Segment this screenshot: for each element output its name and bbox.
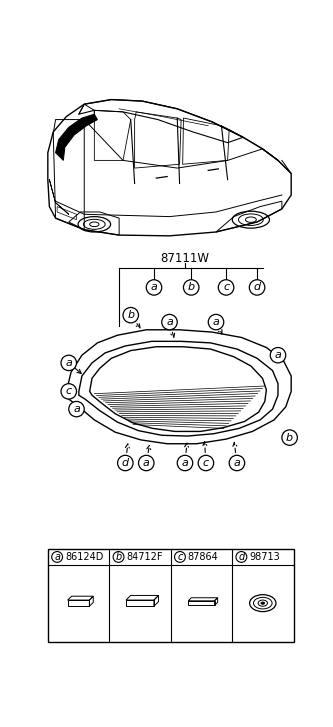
Circle shape — [69, 401, 84, 417]
Circle shape — [146, 280, 162, 295]
Circle shape — [177, 455, 193, 470]
Text: a: a — [73, 404, 80, 414]
Circle shape — [236, 552, 247, 562]
Circle shape — [270, 348, 286, 363]
Text: d: d — [122, 458, 129, 468]
Text: a: a — [212, 317, 219, 327]
Circle shape — [249, 280, 265, 295]
Circle shape — [208, 314, 224, 330]
Text: c: c — [66, 386, 72, 396]
Circle shape — [183, 280, 199, 295]
Ellipse shape — [261, 602, 265, 604]
Circle shape — [123, 308, 139, 323]
Text: a: a — [54, 552, 60, 562]
Text: a: a — [275, 350, 281, 360]
Text: 87864: 87864 — [188, 552, 218, 562]
Text: c: c — [203, 458, 209, 468]
Text: a: a — [181, 458, 188, 468]
Text: a: a — [65, 358, 72, 368]
Text: 84712F: 84712F — [126, 552, 163, 562]
Text: b: b — [127, 310, 134, 320]
Circle shape — [61, 384, 77, 399]
Text: a: a — [143, 458, 150, 468]
Text: a: a — [166, 317, 173, 327]
Text: b: b — [116, 552, 122, 562]
Text: 86124D: 86124D — [65, 552, 103, 562]
Text: c: c — [223, 283, 229, 292]
Circle shape — [282, 430, 297, 446]
Text: d: d — [253, 283, 261, 292]
Circle shape — [118, 455, 133, 470]
Circle shape — [61, 356, 77, 371]
Circle shape — [174, 552, 185, 562]
Circle shape — [229, 455, 245, 470]
Text: 98713: 98713 — [249, 552, 280, 562]
Text: c: c — [177, 552, 182, 562]
Circle shape — [113, 552, 124, 562]
Circle shape — [139, 455, 154, 470]
Text: b: b — [286, 433, 293, 443]
Circle shape — [162, 314, 177, 330]
Circle shape — [218, 280, 234, 295]
Text: d: d — [238, 552, 244, 562]
Circle shape — [52, 552, 63, 562]
Text: 87111W: 87111W — [161, 252, 209, 265]
Circle shape — [198, 455, 214, 470]
Text: a: a — [151, 283, 158, 292]
Text: a: a — [233, 458, 240, 468]
Text: b: b — [187, 283, 195, 292]
Polygon shape — [56, 114, 98, 161]
